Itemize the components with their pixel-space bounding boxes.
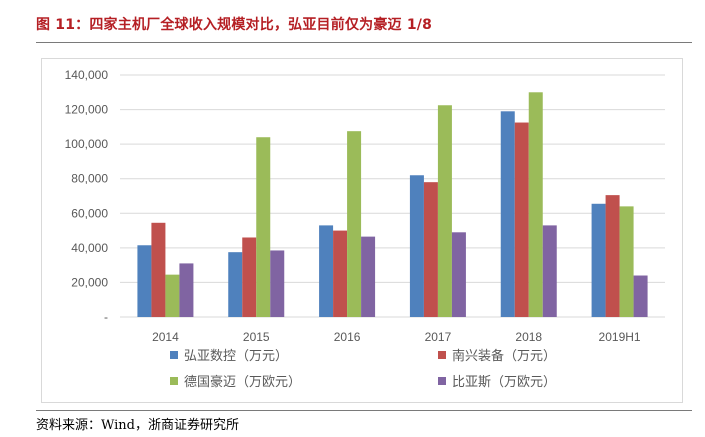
bar-2014-1: [137, 245, 152, 317]
chart-frame: [41, 58, 683, 403]
bar-2016-2: [333, 230, 348, 317]
y-tick-label: 40,000: [71, 241, 108, 255]
y-tick-label: 140,000: [65, 68, 109, 82]
legend-label: 弘亚数控（万元）: [184, 349, 289, 364]
legend-item: 德国豪迈（万欧元）: [170, 371, 301, 390]
x-tick-label: 2014: [152, 330, 179, 344]
bar-2016-1: [319, 225, 334, 317]
y-tick-label: -: [104, 310, 108, 324]
title-rule: [36, 42, 692, 43]
bar-2019H1-1: [591, 203, 606, 317]
bar-2017-2: [423, 182, 438, 317]
y-tick-label: 60,000: [71, 206, 108, 220]
bar-2014-4: [179, 263, 194, 317]
bar-2014-2: [151, 222, 166, 317]
bar-2018-1: [500, 111, 515, 317]
figure-title: 图 11：四家主机厂全球收入规模对比，弘亚目前仅为豪迈 1/8: [36, 17, 433, 33]
bar-2018-2: [514, 122, 529, 318]
legend-swatch: [438, 376, 446, 385]
legend-label: 比亚斯（万欧元）: [452, 375, 557, 390]
x-tick-label: 2018: [515, 330, 542, 344]
x-tick-label: 2019H1: [599, 330, 641, 344]
bar-2015-4: [270, 250, 285, 317]
legend-swatch: [170, 350, 178, 359]
x-tick-label: 2017: [425, 330, 452, 344]
legend-label: 德国豪迈（万欧元）: [184, 375, 302, 390]
bar-2016-3: [347, 131, 362, 317]
y-tick-label: 100,000: [65, 137, 109, 151]
bar-2018-4: [542, 225, 557, 317]
bar-2019H1-4: [633, 275, 648, 317]
bar-2019H1-3: [619, 206, 634, 317]
legend-swatch: [170, 376, 178, 385]
y-tick-label: 20,000: [71, 275, 108, 289]
x-tick-label: 2016: [334, 330, 361, 344]
legend-label: 南兴装备（万元）: [452, 349, 557, 364]
bar-2018-3: [528, 92, 543, 318]
bar-2015-2: [242, 237, 257, 317]
legend-swatch: [438, 350, 446, 359]
bar-2017-3: [437, 105, 452, 317]
bar-2019H1-2: [605, 195, 620, 317]
bar-2014-3: [165, 274, 180, 317]
source-rule: [36, 410, 692, 411]
y-tick-label: 80,000: [71, 172, 108, 186]
legend-item: 弘亚数控（万元）: [170, 345, 288, 364]
x-tick-label: 2015: [243, 330, 270, 344]
bar-2017-1: [409, 175, 424, 317]
source-note: 资料来源：Wind，浙商证券研究所: [36, 418, 239, 433]
bar-2017-4: [451, 232, 466, 317]
bar-2016-4: [361, 236, 376, 317]
legend-item: 比亚斯（万欧元）: [438, 371, 556, 390]
bar-2015-3: [256, 137, 271, 317]
bar-2015-1: [228, 252, 243, 317]
legend-item: 南兴装备（万元）: [438, 345, 556, 364]
chart-legend: 弘亚数控（万元） 南兴装备（万元） 德国豪迈（万欧元） 比亚斯（万欧元）: [170, 345, 590, 397]
y-tick-label: 120,000: [65, 103, 109, 117]
